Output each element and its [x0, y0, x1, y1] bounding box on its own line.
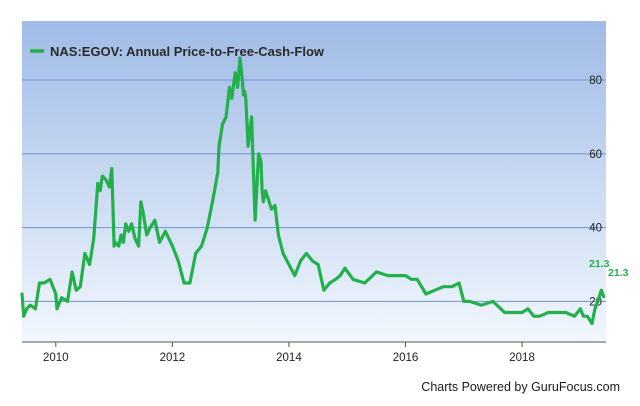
- legend-label: NAS:EGOV: Annual Price-to-Free-Cash-Flow: [50, 44, 325, 59]
- y-tick-label: 60: [589, 149, 602, 161]
- x-tick-label: 2014: [276, 352, 302, 364]
- legend[interactable]: NAS:EGOV: Annual Price-to-Free-Cash-Flow: [30, 44, 325, 59]
- y-tick-label: 40: [589, 223, 602, 235]
- plot-area: [22, 21, 606, 342]
- x-tick-label: 2010: [43, 352, 69, 364]
- x-tick-label: 2016: [393, 352, 419, 364]
- credit-text: Charts Powered by GuruFocus.com: [421, 380, 620, 394]
- series-line: [20, 56, 606, 326]
- x-tick-label: 2012: [160, 352, 186, 364]
- x-tick-label: 2018: [509, 352, 535, 364]
- last-value-label: 21.3: [589, 258, 610, 270]
- last-value-label-secondary: 21.3: [608, 267, 629, 279]
- grid-lines: [22, 79, 606, 302]
- x-axis-ticks: 2010 2012 2014 2016 2018: [43, 342, 535, 364]
- y-tick-label: 80: [589, 75, 602, 87]
